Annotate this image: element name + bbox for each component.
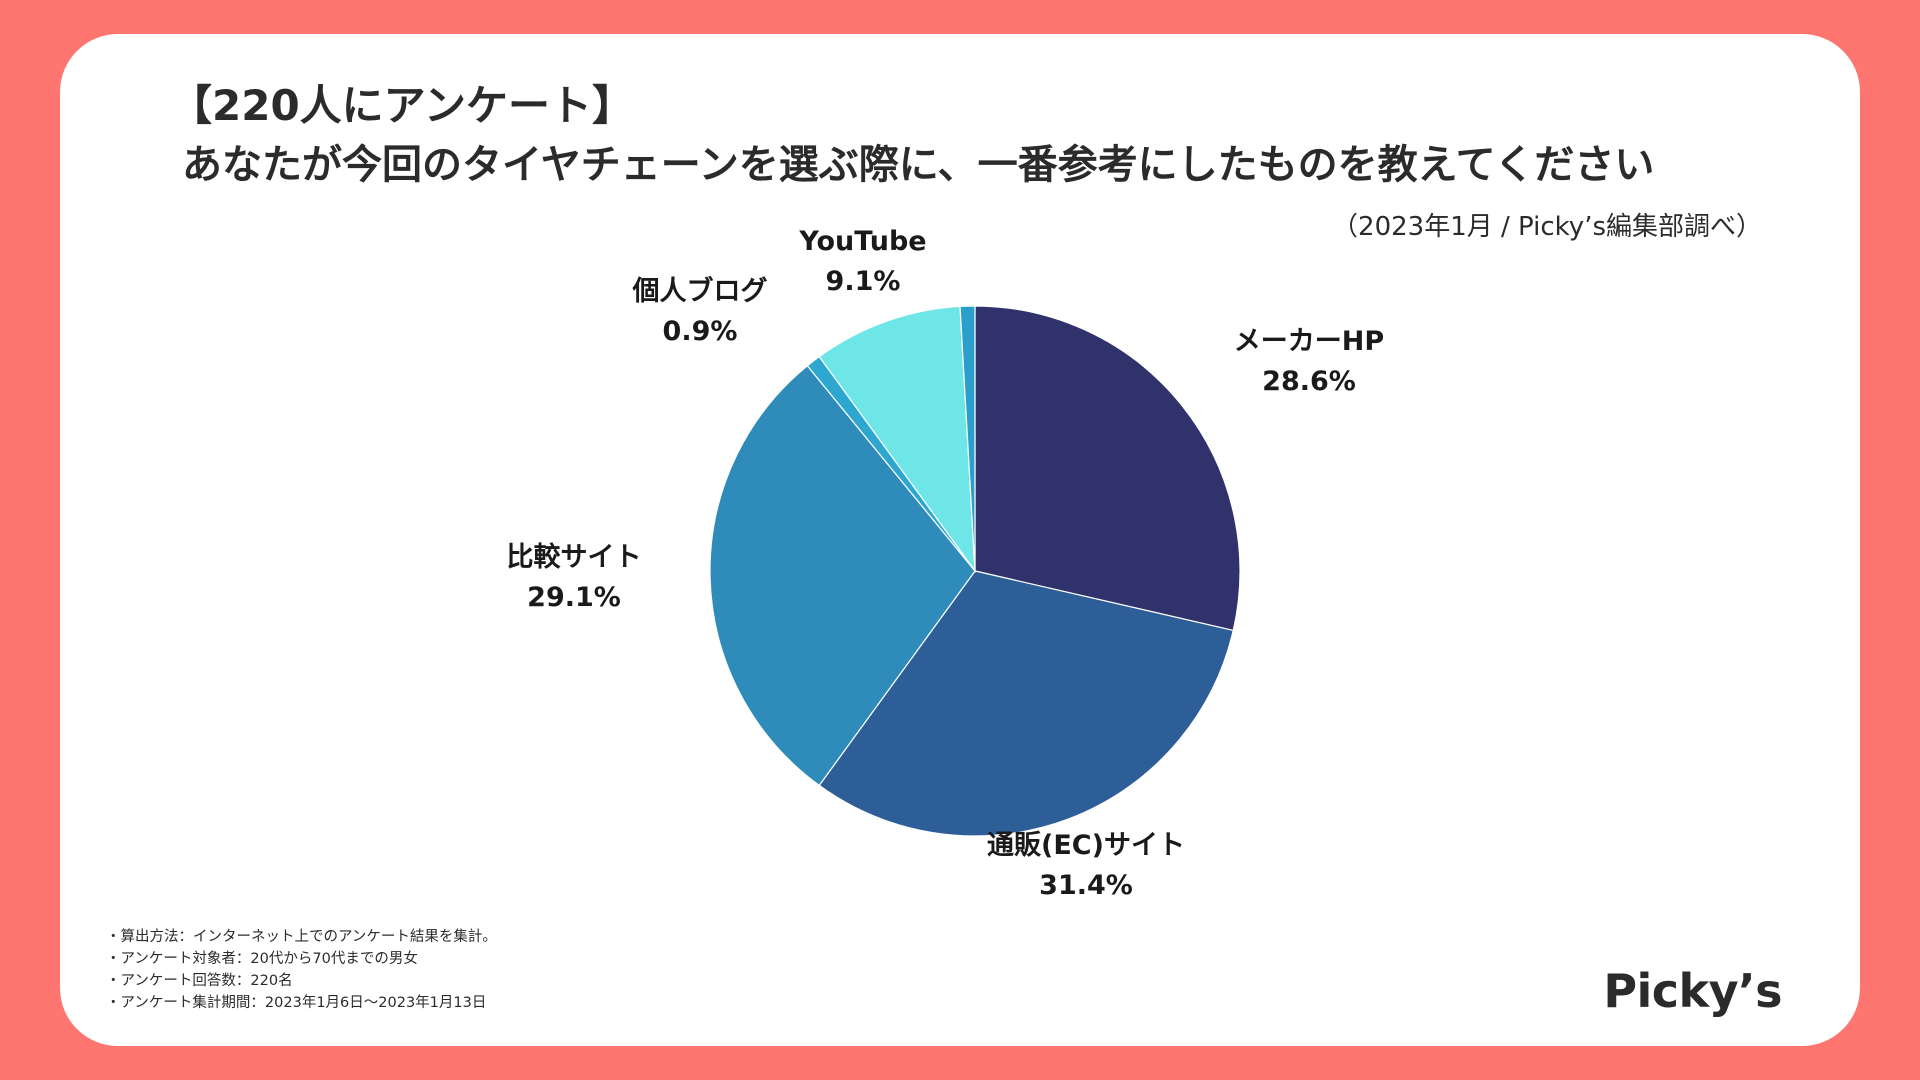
note-target: ・アンケート対象者：20代から70代までの男女 (106, 951, 418, 967)
source-note: （2023年1月 / Picky’s編集部調べ） (1332, 212, 1762, 242)
pie-slice-youtube (818, 305, 976, 574)
slice-label-youtube: YouTube (798, 226, 926, 257)
note-count: ・アンケート回答数：220名 (106, 973, 293, 989)
note-method: ・算出方法：インターネット上でのアンケート結果を集計。 (106, 929, 497, 945)
slice-label-personal-blog: 個人ブログ (632, 275, 768, 307)
pie-slice-other (959, 305, 976, 572)
slice-label-comparison-site: 比較サイト (507, 541, 642, 573)
slice-label-maker-hp: メーカーHP (1234, 326, 1384, 357)
pie-slice-maker-hp (974, 305, 1241, 632)
note-period: ・アンケート集計期間：2023年1月6日〜2023年1月13日 (106, 995, 487, 1011)
pie-chart: メーカーHP 28.6% 通販(EC)サイト 31.4% 比較サイト 29.1% 個人ブログ… (507, 226, 1385, 901)
survey-notes: ・算出方法：インターネット上でのアンケート結果を集計。 ・アンケート対象者：20… (106, 926, 497, 1014)
pie-slice-ec-site (818, 570, 1234, 837)
slice-value-comparison-site: 29.1% (527, 582, 621, 613)
pie-slices (709, 305, 1241, 837)
slice-label-ec-site: 通販(EC)サイト (987, 830, 1185, 861)
slice-value-youtube: 9.1% (826, 266, 901, 297)
pie-labels: メーカーHP 28.6% 通販(EC)サイト 31.4% 比較サイト 29.1% 個人ブログ… (507, 226, 1385, 901)
chart-title: あなたが今回のタイヤチェーンを選ぶ際に、一番参考にしたものを教えてください (182, 142, 1655, 188)
brand-logo: Picky’s (1603, 964, 1782, 1018)
chart-card: 【220人にアンケート】 あなたが今回のタイヤチェーンを選ぶ際に、一番参考にした… (60, 34, 1860, 1046)
slice-value-maker-hp: 28.6% (1262, 366, 1356, 397)
slice-value-ec-site: 31.4% (1039, 870, 1133, 901)
slice-value-personal-blog: 0.9% (663, 316, 738, 347)
pie-slice-comparison-site (709, 364, 976, 787)
survey-heading: 【220人にアンケート】 (170, 81, 634, 130)
